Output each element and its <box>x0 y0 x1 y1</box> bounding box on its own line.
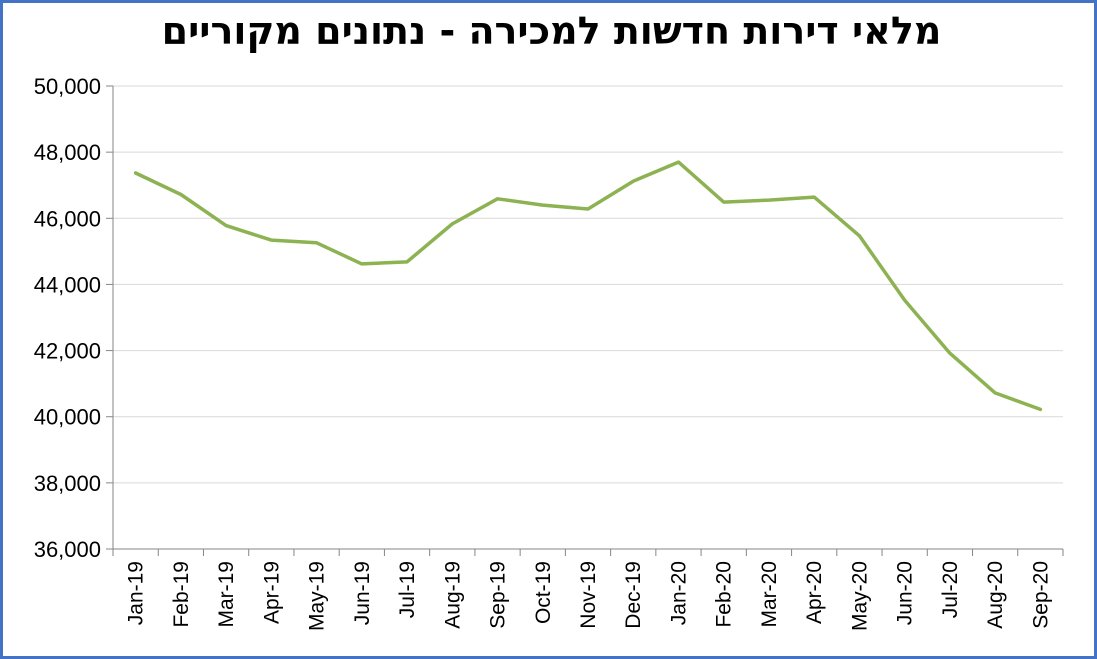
x-tick-label: Sep-19 <box>487 561 510 629</box>
gridlines <box>113 85 1063 484</box>
x-axis-ticks: Jan-19 Feb-19 Mar-19 Apr-19 May-19 Jun-19 Jul-… <box>112 549 1064 631</box>
x-tick-label: Feb-20 <box>713 561 736 628</box>
y-tick-label: 40,000 <box>34 405 101 430</box>
x-tick-label: Jun-19 <box>351 561 374 625</box>
x-tick-label: Jan-20 <box>667 561 690 625</box>
y-tick-label: 44,000 <box>34 272 101 297</box>
x-tick-label: May-19 <box>306 561 329 631</box>
x-tick-label: Feb-19 <box>170 561 193 628</box>
y-tick-label: 38,000 <box>34 471 101 496</box>
y-axis-ticks: 36,000 38,000 40,000 42,000 44,000 46,000 48,0… <box>34 74 113 562</box>
line-chart: 36,000 38,000 40,000 42,000 44,000 46,000 48,0… <box>34 74 1064 631</box>
y-tick-label: 46,000 <box>34 206 101 231</box>
x-tick-label: Aug-19 <box>441 561 464 629</box>
axes <box>112 86 1063 550</box>
x-tick-label: Apr-20 <box>803 561 826 624</box>
x-tick-label: Oct-19 <box>532 561 555 624</box>
x-tick-label: Mar-20 <box>758 561 781 628</box>
x-tick-label: Jun-20 <box>894 561 917 625</box>
series-group <box>133 160 1043 412</box>
x-tick-label: Mar-19 <box>215 561 238 628</box>
x-tick-label: Dec-19 <box>622 561 645 629</box>
y-tick-label: 48,000 <box>34 140 101 165</box>
x-tick-label: Aug-20 <box>984 561 1007 629</box>
series-line <box>133 160 1043 412</box>
x-tick-label: Jan-19 <box>125 561 148 625</box>
x-tick-label: Apr-19 <box>260 561 283 624</box>
y-tick-label: 50,000 <box>34 74 101 99</box>
x-tick-label: Jul-19 <box>396 561 419 618</box>
x-tick-label: Sep-20 <box>1029 561 1052 629</box>
y-tick-label: 36,000 <box>34 537 101 562</box>
y-tick-label: 42,000 <box>34 339 101 364</box>
x-tick-label: Jul-20 <box>939 561 962 618</box>
x-tick-label: Nov-19 <box>577 561 600 629</box>
x-tick-label: May-20 <box>848 561 871 631</box>
chart-title: מלאי דירות חדשות למכירה - נתונים מקוריים <box>161 9 942 53</box>
